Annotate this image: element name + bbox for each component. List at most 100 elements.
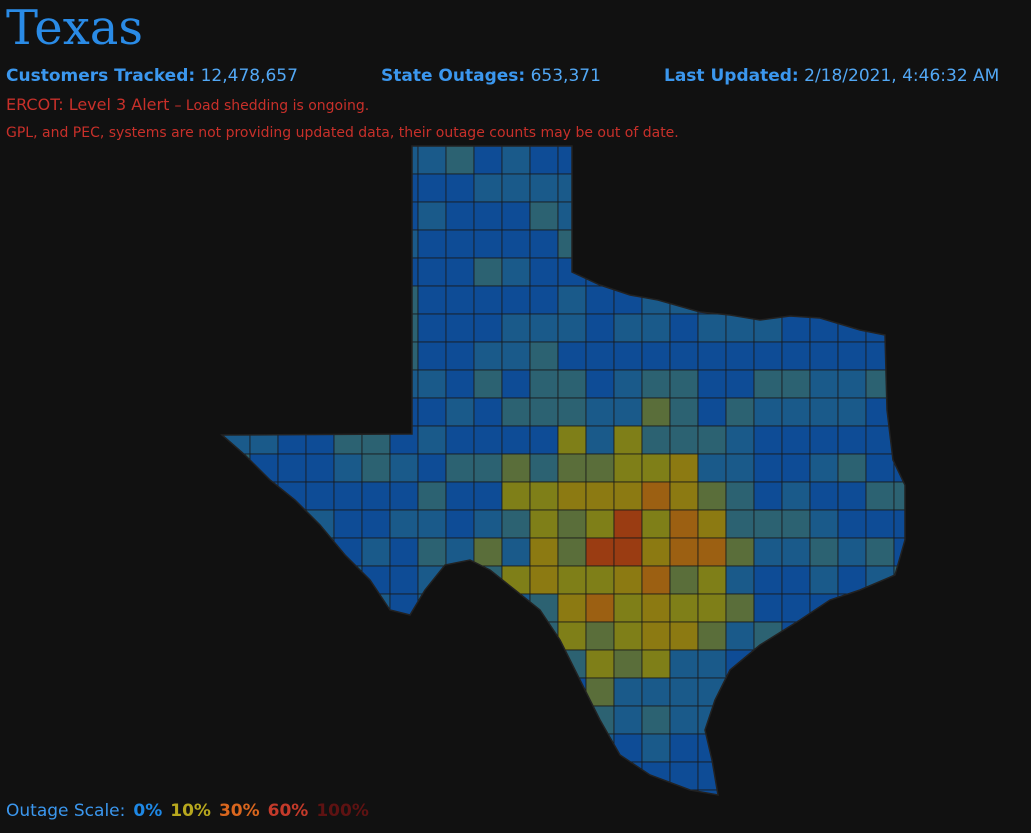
county [277,285,307,315]
county [333,593,363,623]
county [473,677,503,707]
county [697,649,727,679]
county [473,173,503,203]
county [473,285,503,315]
county [445,146,475,175]
county [529,593,559,623]
county [781,537,811,567]
county [417,649,447,679]
county [501,173,531,203]
county [305,733,335,763]
county [473,705,503,735]
county [893,565,905,595]
scale-level: 30% [218,801,260,821]
county [222,201,251,231]
county [613,509,643,539]
county [669,649,699,679]
county [361,677,391,707]
county [361,761,391,791]
county [585,621,615,651]
county [585,229,615,259]
county [529,733,559,763]
county [249,257,279,287]
county [585,453,615,483]
county [473,453,503,483]
county [501,509,531,539]
county [781,509,811,539]
county [613,397,643,427]
county [753,565,783,595]
county [753,257,783,287]
county [865,397,895,427]
county [837,397,867,427]
scale-level: 100% [316,801,369,821]
county [781,285,811,315]
county [473,621,503,651]
title: Texas [6,0,144,56]
county [613,425,643,455]
county [669,761,699,791]
county [865,453,895,483]
county [725,593,755,623]
county [669,397,699,427]
county [557,397,587,427]
county [893,761,905,791]
county [501,285,531,315]
county [753,537,783,567]
county [389,369,419,399]
county [613,705,643,735]
county [725,146,755,175]
county [417,285,447,315]
county [809,173,839,203]
county [809,453,839,483]
county [249,761,279,791]
county [781,369,811,399]
county [277,146,307,175]
county [725,677,755,707]
county [277,509,307,539]
county [473,537,503,567]
county [249,537,279,567]
county [725,509,755,539]
county [417,369,447,399]
county [809,789,839,795]
county [725,229,755,259]
county [249,509,279,539]
county [222,705,251,735]
county [669,146,699,175]
county [305,425,335,455]
county [417,257,447,287]
county [417,621,447,651]
county [445,341,475,371]
county [473,341,503,371]
county [585,649,615,679]
county [697,229,727,259]
county [837,229,867,259]
county [585,201,615,231]
county [249,146,279,175]
county [781,649,811,679]
county [613,733,643,763]
stat-value: 2/18/2021, 4:46:32 AM [804,66,1000,86]
county [529,257,559,287]
county [669,705,699,735]
county [781,341,811,371]
county [501,649,531,679]
county [389,789,419,795]
county [725,257,755,287]
county [613,369,643,399]
county [585,257,615,287]
county [641,453,671,483]
county [585,369,615,399]
county [277,761,307,791]
county [361,705,391,735]
county [865,537,895,567]
county [781,593,811,623]
county [249,369,279,399]
county [725,761,755,791]
county [809,509,839,539]
county [361,509,391,539]
county [753,509,783,539]
county [865,677,895,707]
county [613,789,643,795]
